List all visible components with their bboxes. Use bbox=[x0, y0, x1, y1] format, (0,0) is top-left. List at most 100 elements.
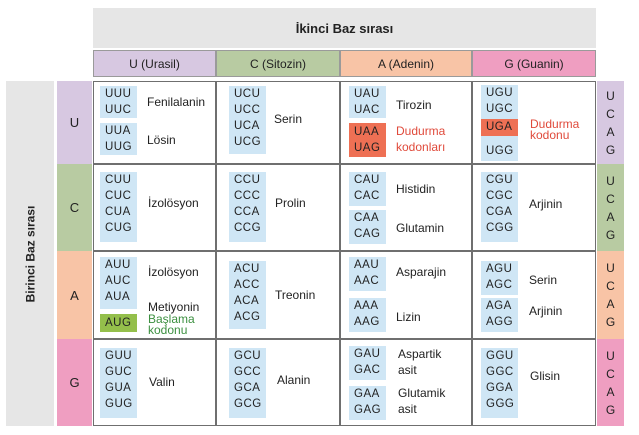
codon: GGA bbox=[486, 382, 514, 394]
codon: CGG bbox=[486, 222, 514, 234]
third-base-letter: U bbox=[606, 348, 615, 363]
amino-acid-label: Lizin bbox=[396, 310, 421, 324]
codon: GCG bbox=[234, 398, 262, 410]
codon-group: UUU UUC bbox=[100, 86, 137, 118]
third-base-letter: G bbox=[605, 142, 616, 157]
codon-group: CUU CUC CUA CUG bbox=[100, 172, 137, 242]
codon-group: AGA AGG bbox=[481, 298, 518, 332]
codon: GAA bbox=[354, 388, 380, 400]
cell-ua: UAU UAC UAA UAG Tirozin Dudurma kodonları bbox=[340, 81, 472, 164]
codon: GUG bbox=[105, 398, 133, 410]
amino-acid-label: Serin bbox=[274, 112, 303, 126]
amino-acid-label: Arjinin bbox=[529, 197, 563, 211]
codon: UUA bbox=[105, 125, 131, 137]
cell-ga: GAU GAC GAA GAG Aspartik asit Glutamik asi… bbox=[340, 339, 472, 426]
third-base-letter: U bbox=[606, 173, 615, 188]
first-base-title: Birinci Baz sırası bbox=[6, 81, 54, 426]
codon-group: CAU CAC bbox=[349, 172, 386, 206]
codon: CUG bbox=[105, 222, 133, 234]
codon: UAU bbox=[354, 88, 380, 100]
codon-group: ACU ACC ACA ACG bbox=[229, 261, 266, 329]
codon: AGG bbox=[486, 316, 514, 328]
third-base-letter: G bbox=[605, 315, 616, 329]
column-header-u: U (Urasil) bbox=[93, 50, 216, 77]
codon: CAU bbox=[354, 174, 380, 186]
stop-codon-group: UAA UAG bbox=[349, 123, 386, 157]
codon: CCA bbox=[234, 206, 260, 218]
row-header-label: C bbox=[69, 200, 80, 215]
third-base-letter: C bbox=[606, 191, 615, 206]
amino-acid-label: Metiyonin bbox=[148, 300, 200, 314]
codon-group: GAA GAG bbox=[349, 386, 386, 420]
codon: AAC bbox=[354, 275, 380, 287]
codon: GAU bbox=[354, 348, 381, 360]
codon: UUG bbox=[105, 141, 133, 153]
third-base-letter: C bbox=[606, 106, 615, 121]
third-base-letter: U bbox=[606, 88, 615, 103]
codon: AAG bbox=[354, 316, 380, 328]
start-codon-label: kodonu bbox=[148, 323, 188, 337]
codon: GUU bbox=[105, 350, 133, 362]
codon-group: AUU AUC AUA bbox=[100, 257, 137, 309]
codon: AUU bbox=[105, 259, 131, 271]
amino-acid-label: Aspartik bbox=[398, 347, 442, 361]
third-base-letter: C bbox=[606, 279, 615, 293]
stop-codon-label: kodonları bbox=[396, 140, 446, 154]
codon: UGC bbox=[486, 103, 514, 115]
codon: GGG bbox=[486, 398, 515, 410]
codon: CUU bbox=[105, 174, 132, 186]
codon: UCA bbox=[234, 120, 260, 132]
codon: GGC bbox=[486, 366, 514, 378]
codon: GCA bbox=[234, 382, 261, 394]
amino-acid-label: Valin bbox=[149, 375, 175, 389]
third-base-letter: U bbox=[606, 261, 615, 275]
codon-group: UGG bbox=[481, 142, 518, 160]
column-header-c: C (Sitozin) bbox=[216, 50, 340, 77]
stop-codon-label: Dudurma bbox=[396, 124, 446, 138]
codon-group: UUA UUG bbox=[100, 123, 137, 155]
stop-codon-label: kodonu bbox=[530, 128, 570, 142]
codon: AUG bbox=[105, 317, 132, 329]
cell-cg: CGU CGC CGA CGG Arjinin bbox=[472, 164, 596, 251]
third-base-letter: A bbox=[606, 297, 615, 311]
codon-group: CGU CGC CGA CGG bbox=[481, 172, 518, 242]
codon: CUC bbox=[105, 190, 132, 202]
codon: CGU bbox=[486, 174, 514, 186]
amino-acid-label: İzolösyon bbox=[148, 265, 199, 279]
column-header-label: G (Guanin) bbox=[504, 56, 564, 71]
row-header-u: U bbox=[57, 81, 92, 164]
amino-acid-label: Glutamin bbox=[396, 221, 445, 235]
codon: AAU bbox=[354, 259, 380, 271]
codon-group: GGU GGC GGA GGG bbox=[481, 348, 518, 418]
amino-acid-label: Asparajin bbox=[396, 265, 447, 279]
codon-group: UCU UCC UCA UCG bbox=[229, 86, 266, 154]
first-base-title-text: Birinci Baz sırası bbox=[23, 205, 37, 302]
codon: GCC bbox=[234, 366, 262, 378]
second-base-title: İkinci Baz sırası bbox=[93, 8, 596, 48]
cell-ag: AGU AGC AGA AGG Serin Arjinin bbox=[472, 251, 596, 339]
codon: UCG bbox=[234, 136, 262, 148]
third-base-letter: A bbox=[606, 384, 615, 399]
codon: ACU bbox=[234, 263, 260, 275]
row-header-label: A bbox=[70, 287, 79, 303]
codon: UCC bbox=[234, 104, 261, 116]
cell-au: AUU AUC AUA AUG İzolösyon Metiyonin Başlam… bbox=[93, 251, 216, 339]
third-base-letter: A bbox=[606, 124, 615, 139]
amino-acid-label: asit bbox=[398, 402, 417, 416]
row-header-a: A bbox=[57, 251, 92, 339]
codon-group: CAA CAG bbox=[349, 210, 386, 244]
amino-acid-label: Serin bbox=[529, 273, 558, 287]
codon-group: GUU GUC GUA GUG bbox=[100, 348, 137, 418]
codon-group: AGU AGC bbox=[481, 261, 518, 295]
cell-ac: ACU ACC ACA ACG Treonin bbox=[216, 251, 340, 339]
codon-group: AAU AAC bbox=[349, 257, 386, 291]
cell-uu: UUU UUC UUA UUG Fenilalanin Lösin bbox=[93, 81, 216, 164]
amino-acid-label: Glutamik bbox=[398, 386, 446, 400]
cell-gu: GUU GUC GUA GUG Valin bbox=[93, 339, 216, 426]
codon: CAC bbox=[354, 190, 380, 202]
codon: CAG bbox=[354, 228, 381, 240]
cell-cc: CCU CCC CCA CCG Prolin bbox=[216, 164, 340, 251]
codon: AAA bbox=[354, 300, 379, 312]
column-header-a: A (Adenin) bbox=[340, 50, 472, 77]
